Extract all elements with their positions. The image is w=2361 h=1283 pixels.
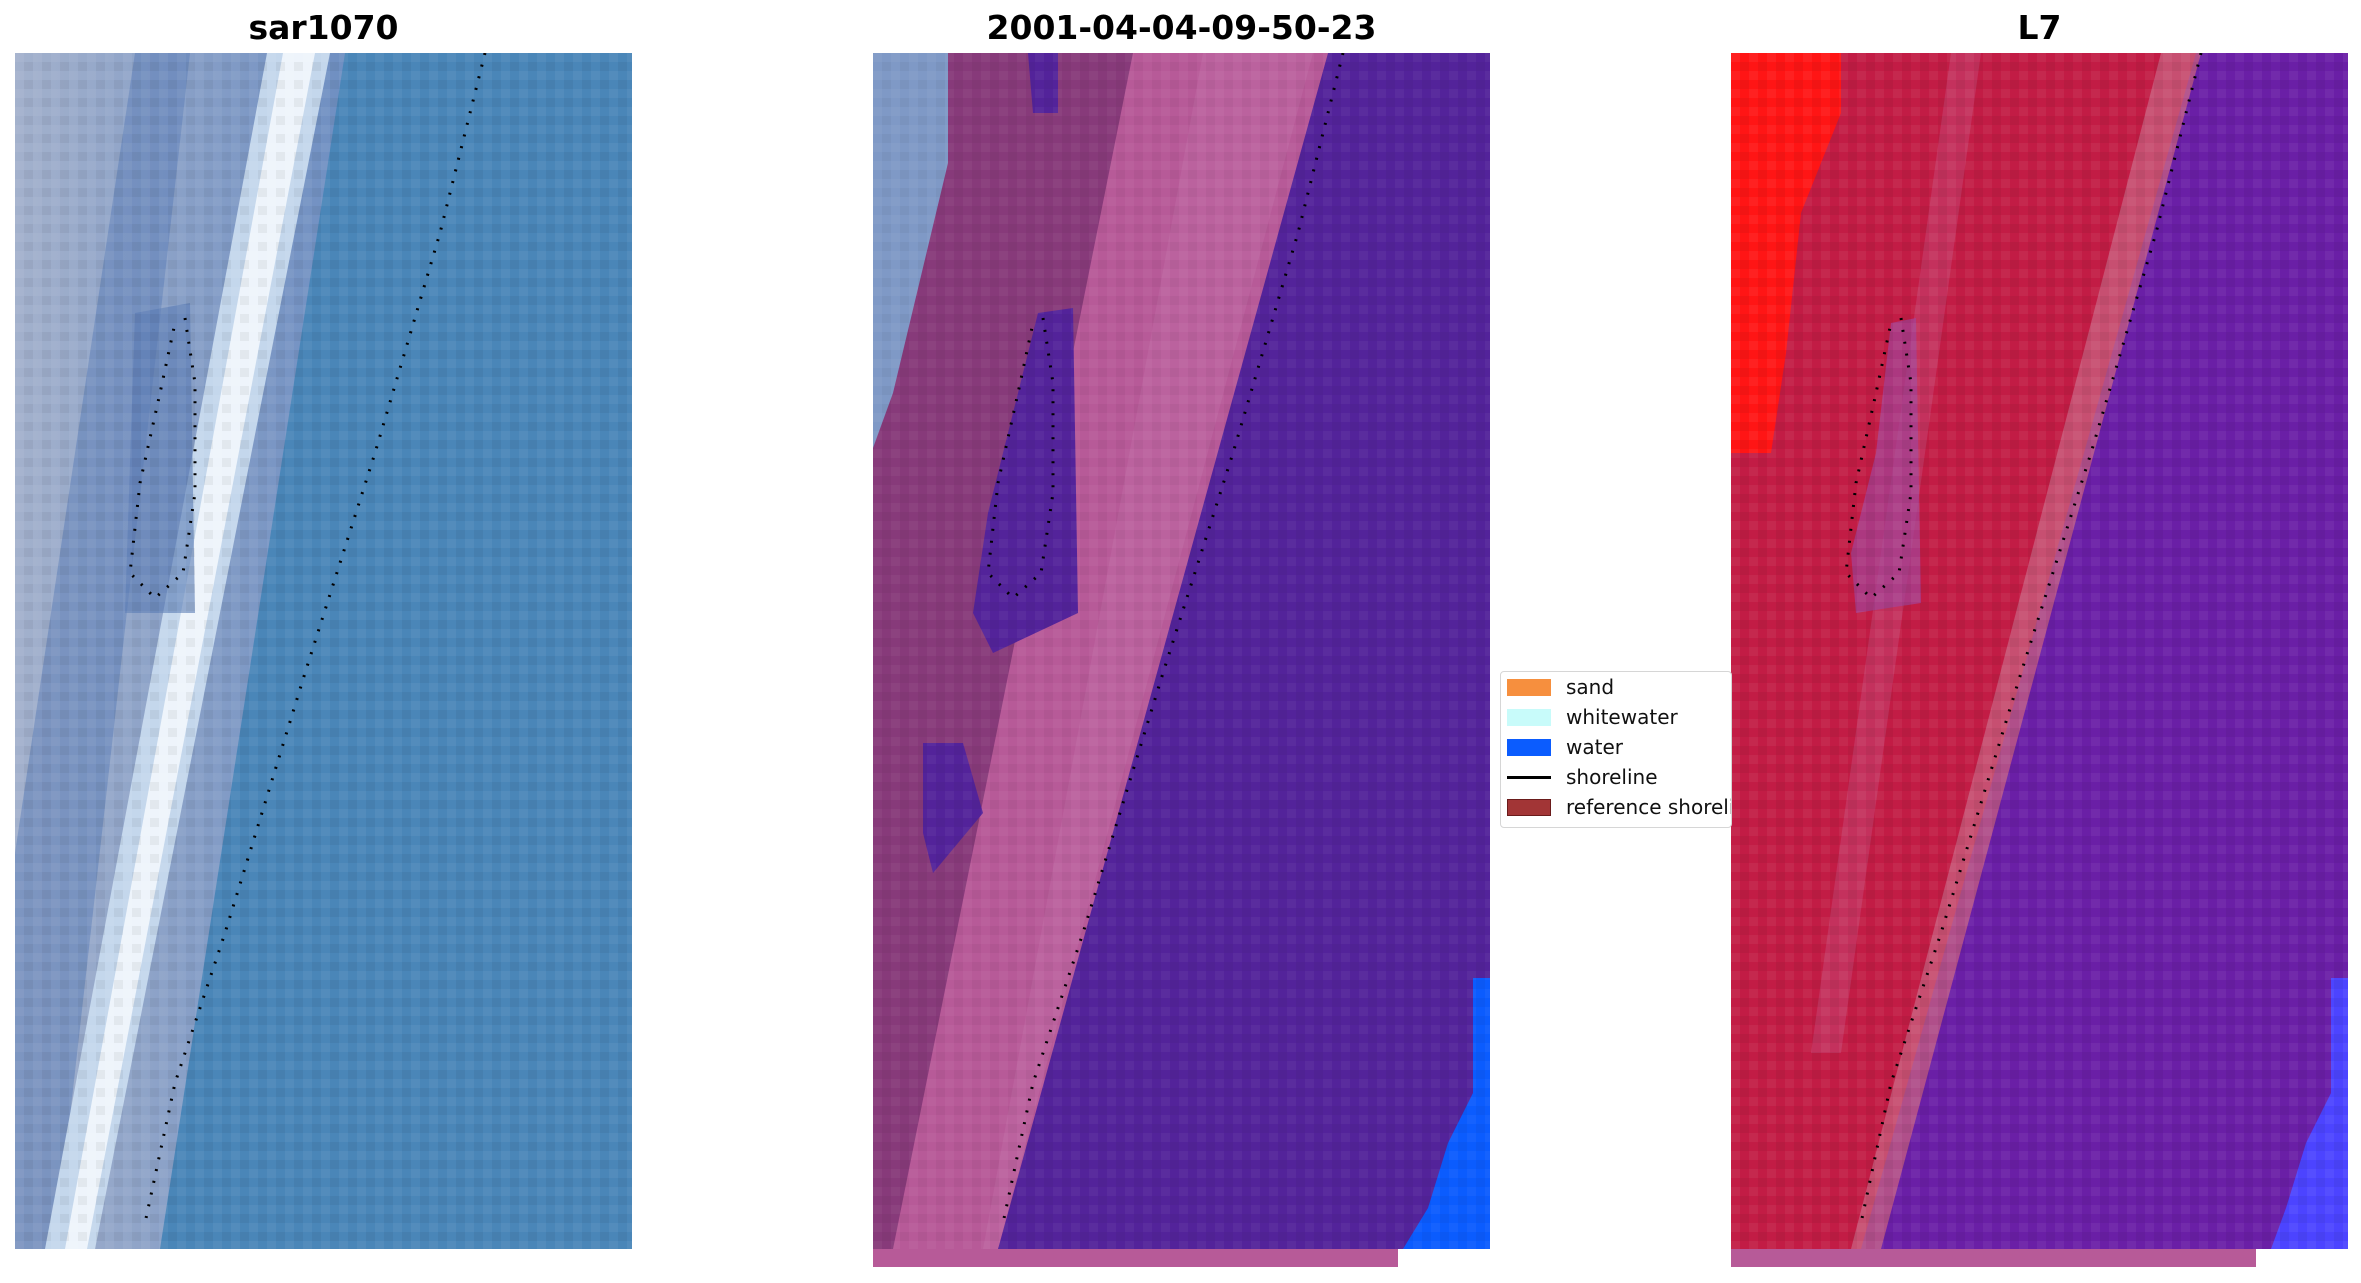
l7-inner-shoreline: [1844, 317, 1913, 601]
legend-label-water: water: [1566, 735, 1623, 759]
legend-item-reference-shoreline: reference shoreline: [1507, 795, 1731, 819]
l7-image: [1731, 53, 2348, 1267]
panel-title-sar: sar1070: [248, 8, 399, 47]
panel-title-l7: L7: [2017, 8, 2062, 47]
sar-image-panel: [15, 53, 632, 1249]
legend-swatch-sand: [1507, 678, 1551, 696]
legend-item-sand: sand: [1507, 675, 1614, 699]
legend-label-shoreline: shoreline: [1566, 765, 1658, 789]
classification-image: [873, 53, 1490, 1267]
sar-image: [15, 53, 632, 1249]
l7-panel: [1731, 53, 2348, 1267]
legend-label-whitewater: whitewater: [1566, 705, 1678, 729]
legend-item-whitewater: whitewater: [1507, 705, 1678, 729]
panel-title-classification: 2001-04-04-09-50-23: [986, 8, 1377, 47]
classification-inner-shoreline: [986, 317, 1055, 601]
legend: sand whitewater water shoreline referenc…: [1500, 671, 1732, 828]
sar-inner-shoreline: [128, 317, 197, 601]
legend-label-reference-shoreline: reference shoreline: [1566, 795, 1731, 819]
legend-swatch-reference-shoreline: [1507, 798, 1551, 816]
legend-swatch-water: [1507, 738, 1551, 756]
legend-swatch-whitewater: [1507, 708, 1551, 726]
legend-label-sand: sand: [1566, 675, 1615, 699]
classification-panel: [873, 53, 1490, 1267]
legend-line-shoreline: [1507, 775, 1551, 779]
legend-item-water: water: [1507, 735, 1623, 759]
legend-item-shoreline: shoreline: [1507, 765, 1658, 789]
